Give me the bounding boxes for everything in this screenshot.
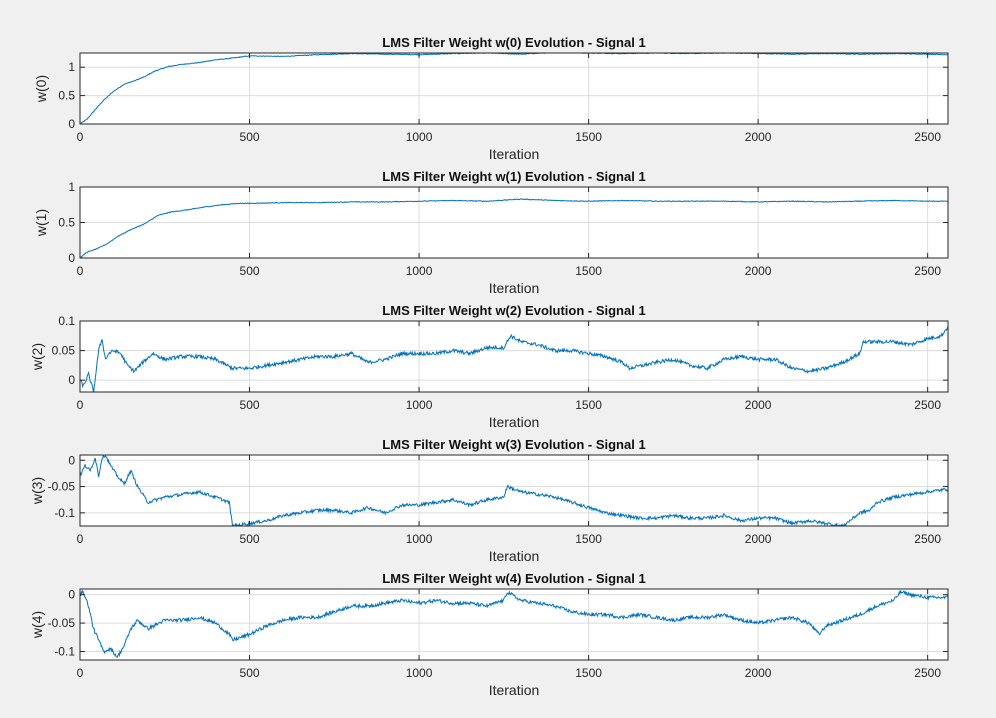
- x-tick-label: 500: [240, 532, 260, 546]
- y-tick-label: 0: [68, 251, 75, 265]
- x-tick-label: 0: [77, 666, 84, 680]
- y-tick-label: 0: [68, 588, 75, 602]
- x-tick-label: 0: [77, 398, 84, 412]
- x-tick-label: 1500: [575, 264, 602, 278]
- x-tick-label: 1500: [575, 130, 602, 144]
- y-tick-label: 1: [68, 180, 75, 194]
- subplot-title: LMS Filter Weight w(0) Evolution - Signa…: [382, 35, 645, 50]
- x-tick-label: 1000: [406, 264, 433, 278]
- y-tick-label: 0: [68, 373, 75, 387]
- subplot-title: LMS Filter Weight w(1) Evolution - Signa…: [382, 169, 645, 184]
- y-tick-label: -0.05: [48, 480, 76, 494]
- x-tick-label: 500: [240, 130, 260, 144]
- x-tick-label: 2000: [745, 264, 772, 278]
- x-tick-label: 1500: [575, 532, 602, 546]
- x-tick-label: 2500: [914, 264, 941, 278]
- x-tick-label: 1000: [406, 398, 433, 412]
- axes-background: [80, 321, 948, 392]
- y-tick-label: 0: [68, 117, 75, 131]
- y-tick-label: 0.5: [58, 216, 75, 230]
- series-line: [80, 53, 948, 124]
- x-tick-label: 0: [77, 532, 84, 546]
- x-tick-label: 0: [77, 130, 84, 144]
- subplot-title: LMS Filter Weight w(4) Evolution - Signa…: [382, 571, 645, 586]
- x-tick-label: 500: [240, 666, 260, 680]
- axes-box: [79, 588, 949, 661]
- subplot-2: 0 500 1000 1500 2000 2500 0 0.05 0.1 LMS Filter W…: [29, 303, 949, 430]
- x-tick-label: 2500: [914, 130, 941, 144]
- subplot-title: LMS Filter Weight w(3) Evolution - Signa…: [382, 437, 645, 452]
- series-line: [80, 198, 948, 258]
- y-axis-label: w(1): [33, 209, 49, 237]
- subplot-4: 0 500 1000 1500 2000 2500 -0.1 -0.05 0 LMS Filter…: [29, 571, 949, 698]
- y-tick-label: 1: [68, 60, 75, 74]
- y-tick-label: 0: [68, 453, 75, 467]
- series-line: [80, 326, 948, 392]
- x-axis-label: Iteration: [489, 146, 540, 162]
- series-line: [80, 589, 948, 658]
- subplot-3: 0 500 1000 1500 2000 2500 -0.1 -0.05 0 LMS Filter…: [29, 437, 949, 564]
- subplot-0: 0 500 1000 1500 2000 2500 0 0.5 1 LMS Filter Weig…: [33, 35, 949, 162]
- x-tick-label: 2500: [914, 398, 941, 412]
- x-tick-label: 2000: [745, 666, 772, 680]
- y-axis-label: w(3): [29, 477, 45, 505]
- x-tick-label: 2500: [914, 532, 941, 546]
- subplot-title: LMS Filter Weight w(2) Evolution - Signa…: [382, 303, 645, 318]
- y-tick-label: 0.05: [52, 344, 76, 358]
- x-axis-label: Iteration: [489, 280, 540, 296]
- y-tick-label: -0.05: [48, 616, 76, 630]
- x-tick-label: 0: [77, 264, 84, 278]
- x-axis-label: Iteration: [489, 682, 540, 698]
- y-tick-label: -0.1: [54, 644, 75, 658]
- y-axis-label: w(0): [33, 75, 49, 103]
- axes-box: [79, 454, 949, 527]
- series-line: [80, 455, 948, 526]
- x-tick-label: 2500: [914, 666, 941, 680]
- x-tick-label: 1500: [575, 398, 602, 412]
- x-tick-label: 1000: [406, 666, 433, 680]
- axes-background: [80, 589, 948, 660]
- x-tick-label: 1000: [406, 532, 433, 546]
- axes-box: [79, 320, 949, 393]
- x-tick-label: 2000: [745, 398, 772, 412]
- subplot-1: 0 500 1000 1500 2000 2500 0 0.5 1 LMS Filter Weig…: [33, 169, 949, 296]
- y-axis-label: w(4): [29, 611, 45, 639]
- axes-box: [79, 52, 949, 125]
- y-tick-label: -0.1: [54, 506, 75, 520]
- x-tick-label: 2000: [745, 130, 772, 144]
- y-tick-label: 0.5: [58, 89, 75, 103]
- x-tick-label: 500: [240, 398, 260, 412]
- x-tick-label: 1500: [575, 666, 602, 680]
- x-axis-label: Iteration: [489, 548, 540, 564]
- x-axis-label: Iteration: [489, 414, 540, 430]
- x-tick-label: 500: [240, 264, 260, 278]
- x-tick-label: 2000: [745, 532, 772, 546]
- axes-background: [80, 53, 948, 124]
- y-axis-label: w(2): [29, 343, 45, 371]
- y-tick-label: 0.1: [58, 314, 75, 328]
- x-tick-label: 1000: [406, 130, 433, 144]
